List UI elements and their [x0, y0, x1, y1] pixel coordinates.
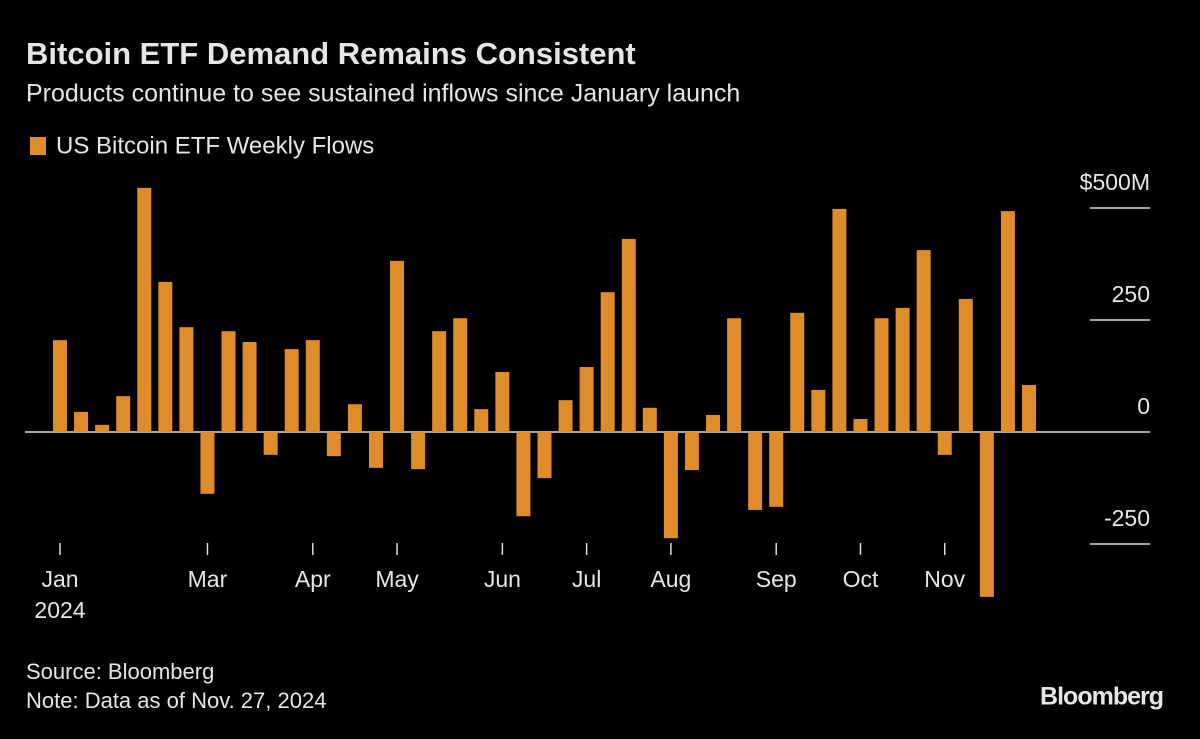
- x-tick-label: Aug: [650, 566, 691, 592]
- y-tick-label: 250: [1112, 281, 1150, 307]
- bar: [158, 281, 173, 432]
- bar: [621, 238, 636, 432]
- x-tick-label: Sep: [756, 566, 797, 592]
- bar: [769, 432, 784, 507]
- bar: [263, 432, 278, 455]
- bar: [200, 432, 215, 494]
- bar: [242, 341, 257, 432]
- bar: [221, 331, 236, 432]
- bar: [326, 432, 341, 457]
- legend-label: US Bitcoin ETF Weekly Flows: [56, 132, 374, 159]
- x-tick-label: Jan 2024: [34, 566, 85, 623]
- bar: [811, 389, 826, 432]
- x-tick-label: Oct: [843, 566, 879, 592]
- bar: [958, 298, 973, 432]
- bar: [684, 432, 699, 471]
- note: Note: Data as of Nov. 27, 2024: [26, 688, 326, 713]
- bar: [390, 260, 405, 432]
- y-tick-label: $500M: [1080, 169, 1150, 195]
- legend-swatch: [30, 137, 46, 155]
- bar: [411, 432, 426, 470]
- x-tick-label: May: [375, 566, 419, 592]
- bar: [727, 318, 742, 432]
- x-tick-label: Mar: [188, 566, 228, 592]
- bar: [558, 400, 573, 432]
- bar: [53, 340, 67, 432]
- bar: [790, 312, 805, 432]
- bar: [284, 349, 299, 432]
- bar: [832, 208, 847, 432]
- y-tick-label: 0: [1137, 393, 1150, 419]
- bar: [979, 432, 994, 597]
- bar: [95, 424, 110, 432]
- bar: [1022, 384, 1036, 432]
- chart-title: Bitcoin ETF Demand Remains Consistent: [26, 36, 636, 71]
- bar: [432, 331, 447, 432]
- bar: [347, 404, 362, 432]
- bar: [600, 292, 615, 432]
- bar: [179, 327, 194, 432]
- source: Source: Bloomberg: [26, 659, 214, 684]
- brand-logo: Bloomberg: [1040, 683, 1163, 711]
- bar: [916, 250, 931, 432]
- x-tick-label: Jun: [484, 566, 521, 592]
- bar: [453, 318, 468, 432]
- bar: [853, 419, 868, 432]
- bar: [116, 396, 131, 432]
- bar: [137, 187, 152, 432]
- bar: [495, 371, 510, 432]
- bar: [74, 411, 89, 432]
- bar: [516, 432, 531, 517]
- bar: [937, 432, 952, 455]
- chart-subtitle: Products continue to see sustained inflo…: [26, 80, 740, 108]
- bar: [579, 367, 594, 432]
- x-tick-label: Jul: [572, 566, 601, 592]
- bar: [663, 432, 678, 539]
- y-tick-label: -250: [1104, 505, 1150, 531]
- bar: [874, 318, 889, 432]
- bar: [537, 432, 552, 479]
- bar: [1000, 211, 1015, 432]
- bar: [305, 340, 320, 432]
- x-tick-label: Apr: [295, 566, 331, 592]
- bar: [706, 414, 721, 432]
- bar: [895, 307, 910, 432]
- x-tick-label: Nov: [924, 566, 965, 592]
- bar: [368, 432, 383, 468]
- bar: [474, 409, 489, 432]
- bar: [642, 407, 657, 432]
- bar: [748, 432, 763, 510]
